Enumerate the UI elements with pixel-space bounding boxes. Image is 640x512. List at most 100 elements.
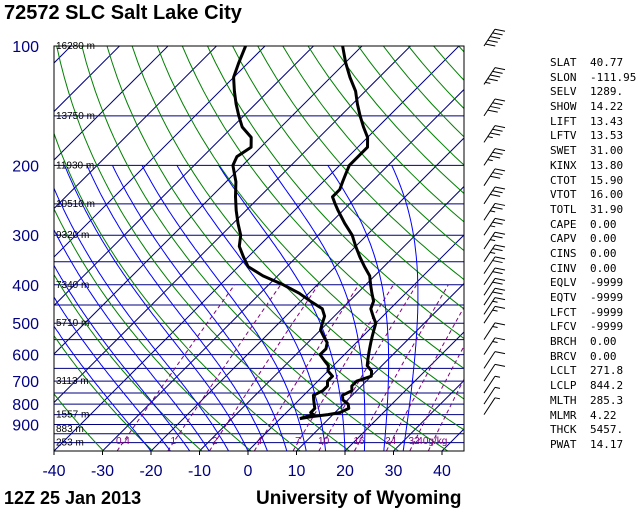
source-credit: University of Wyoming bbox=[256, 488, 462, 509]
index-value: 13.80 bbox=[590, 158, 624, 172]
wind-barb-flag bbox=[494, 148, 506, 152]
temperature-tick-label: 10 bbox=[288, 463, 306, 480]
moist-adiabat-line bbox=[391, 165, 419, 451]
index-value: 14.22 bbox=[590, 100, 624, 114]
index-value: -9999 bbox=[590, 320, 624, 334]
mixing-ratio-label: 16 bbox=[353, 436, 365, 447]
index-name: SLAT bbox=[550, 56, 577, 69]
wind-barb-half-flag bbox=[494, 397, 501, 400]
dry-adiabat-line bbox=[257, 46, 464, 281]
index-row: THCK 5457. bbox=[550, 423, 640, 438]
index-row: CINS 0.00 bbox=[550, 247, 640, 262]
dry-adiabat-line bbox=[232, 46, 464, 310]
index-value: 40.77 bbox=[590, 56, 624, 69]
index-row: CTOT 15.90 bbox=[550, 174, 640, 189]
wind-barb-staff bbox=[483, 98, 496, 117]
index-row: TOTL 31.90 bbox=[550, 203, 640, 218]
wind-barb-flag bbox=[494, 67, 506, 71]
index-row: LFTV 13.53 bbox=[550, 129, 640, 144]
mixing-ratio-label: 40g/kg bbox=[417, 436, 447, 447]
index-name: SHOW bbox=[550, 100, 577, 114]
wind-barb-staff bbox=[483, 397, 496, 415]
wind-barb-staff bbox=[483, 287, 496, 306]
mixing-ratio-line bbox=[353, 284, 449, 451]
wind-barb-staff bbox=[483, 306, 496, 324]
index-value: 285.3 bbox=[590, 393, 624, 407]
wind-barb-flag bbox=[494, 363, 506, 367]
pressure-tick-label: 100 bbox=[12, 39, 39, 56]
observation-time: 12Z 25 Jan 2013 bbox=[4, 488, 142, 508]
temperature-axis: -40 -30 -20 -10 0 10 20 30 40 bbox=[42, 451, 451, 480]
moist-adiabat-line bbox=[54, 187, 230, 451]
dry-adiabat-line bbox=[106, 46, 449, 451]
wind-barb-staff bbox=[483, 168, 496, 186]
index-row: BRCH 0.00 bbox=[550, 335, 640, 350]
temperature-profile-line bbox=[299, 46, 378, 421]
wind-barb-staff bbox=[483, 387, 496, 405]
station-indices-table: SLAT 40.77 SLON -111.95 SELV 1289. SHOW 14.22 LI… bbox=[550, 56, 640, 453]
isotherm-line bbox=[199, 185, 464, 451]
index-row: EQTV -9999 bbox=[550, 291, 640, 306]
chart-title: 72572 SLC Salt Lake City bbox=[4, 2, 242, 24]
index-row: SLAT 40.77 bbox=[550, 56, 640, 71]
index-row: LIFT 13.43 bbox=[550, 115, 640, 130]
index-value: 31.90 bbox=[590, 202, 624, 216]
index-name: LFCV bbox=[550, 320, 577, 334]
height-label: 13750 m bbox=[56, 111, 95, 122]
wind-barb-flag bbox=[490, 74, 501, 78]
wind-barb-staff bbox=[483, 297, 496, 315]
mixing-ratio-line bbox=[208, 284, 319, 451]
isotherm-line bbox=[54, 46, 460, 451]
isotherm-line bbox=[102, 88, 464, 451]
temperature-tick-label: 20 bbox=[336, 463, 354, 480]
dry-adiabat-line bbox=[207, 46, 464, 340]
wind-barb-flag bbox=[494, 231, 506, 235]
wind-barb-flag bbox=[494, 297, 506, 301]
height-label: 883 m bbox=[56, 424, 84, 435]
height-label: 3113 m bbox=[56, 376, 89, 387]
index-name: LFTV bbox=[550, 129, 577, 143]
wind-barb-staff bbox=[483, 322, 496, 340]
index-value: 13.43 bbox=[590, 114, 624, 128]
index-row: SELV 1289. bbox=[550, 85, 640, 100]
wind-barb-flag bbox=[490, 132, 501, 136]
wind-barb-staff bbox=[483, 375, 496, 394]
index-name: CTOT bbox=[550, 173, 577, 187]
index-value: 0.00 bbox=[590, 335, 617, 349]
wind-barb-flag bbox=[490, 105, 501, 109]
wind-barb-flag bbox=[494, 351, 506, 355]
wind-barb-flag bbox=[490, 36, 501, 40]
index-name: TOTL bbox=[550, 202, 577, 216]
wind-barb-flag bbox=[494, 244, 506, 248]
wind-barb-flag bbox=[490, 155, 501, 159]
wind-barb-flag bbox=[494, 186, 506, 190]
wind-barb-flag bbox=[492, 271, 503, 275]
index-name: CINV bbox=[550, 261, 577, 275]
mixing-ratio-label: 4 bbox=[257, 436, 263, 447]
index-name: LCLT bbox=[550, 364, 577, 378]
index-value: 271.8 bbox=[590, 364, 624, 378]
mixing-ratio-line bbox=[385, 306, 464, 451]
temperature-tick-label: -40 bbox=[42, 463, 65, 480]
wind-barb-flag bbox=[494, 217, 506, 221]
wind-barb-flag bbox=[487, 109, 498, 113]
wind-barb-flag bbox=[492, 206, 503, 210]
moist-adiabat-line bbox=[64, 165, 249, 451]
wind-barb-flag bbox=[494, 28, 506, 32]
index-name: LFCT bbox=[550, 305, 577, 319]
wind-barb-half-flag bbox=[492, 326, 498, 329]
dry-adiabat-line bbox=[54, 131, 301, 451]
temperature-tick-label: -20 bbox=[139, 463, 162, 480]
index-row: CAPE 0.00 bbox=[550, 218, 640, 233]
height-label: 1557 m bbox=[56, 410, 89, 421]
wind-barb-staff bbox=[483, 125, 496, 143]
moist-adiabat-line bbox=[54, 296, 171, 451]
wind-barb-staff bbox=[483, 337, 496, 355]
temperature-tick-label: 30 bbox=[385, 463, 403, 480]
wind-barb-staff bbox=[483, 244, 496, 263]
index-row: MLMR 4.22 bbox=[550, 409, 640, 424]
wind-barb-half-flag bbox=[492, 300, 498, 303]
index-name: SWET bbox=[550, 144, 577, 158]
